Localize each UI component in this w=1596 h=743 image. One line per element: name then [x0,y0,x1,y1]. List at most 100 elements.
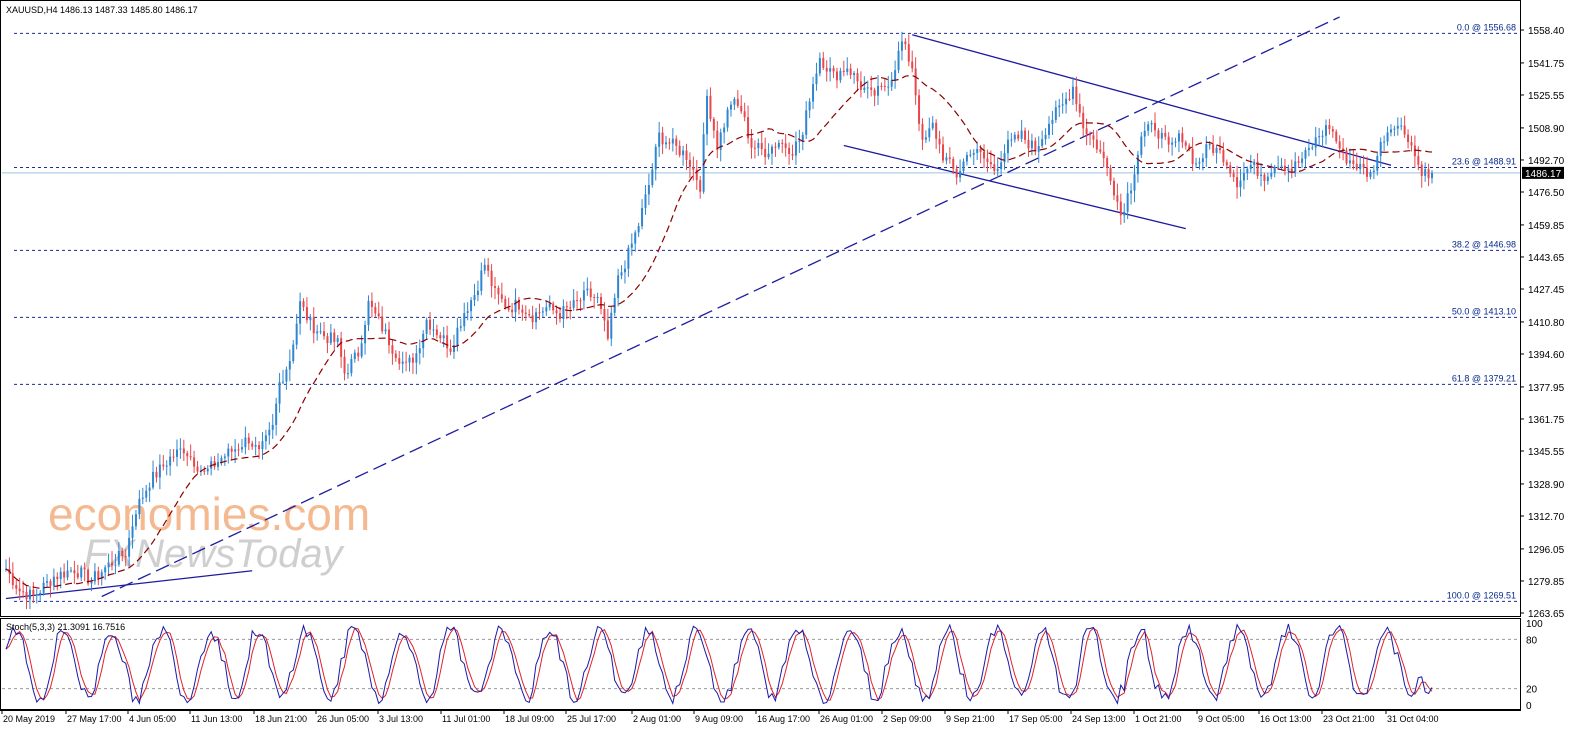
candle-body [562,306,565,319]
candle-body [699,180,702,192]
candle-body [1290,168,1293,172]
candle-body [487,264,490,271]
candle-body [1218,147,1221,151]
candle-body [620,272,623,276]
candle-body [1205,144,1208,159]
candle-body [623,268,626,273]
candle-body [124,556,127,558]
candle-body [35,594,38,596]
candle-body [500,294,503,299]
candle-body [203,470,206,472]
candle-body [364,325,367,344]
candle-body [1338,141,1341,149]
candle-body [1301,158,1304,163]
candle-body [1294,161,1297,172]
trend-line-solid [912,34,1392,166]
candle-body [1307,148,1310,150]
candle-body [842,70,845,72]
candle-body [384,329,387,332]
candle-body [606,320,609,339]
time-tick-label: 3 Jul 13:00 [379,714,423,724]
stoch-label: Stoch(5,3,3) 21.3091 16.7516 [6,622,125,632]
candle-body [343,356,346,374]
time-tick-label: 9 Aug 09:00 [695,714,743,724]
candle-body [466,311,469,313]
candle-body [1154,123,1157,131]
candle-body [924,137,927,140]
candle-body [442,335,445,339]
candle-body [480,270,483,291]
price-tick-label: 1279.85 [1528,577,1565,588]
candle-body [1236,177,1239,188]
candle-body [1242,173,1245,181]
candle-body [117,550,120,565]
candle-body [541,311,544,313]
trend-lines [5,16,1392,600]
candle-body [131,526,134,538]
stoch-tick-label: 80 [1526,635,1538,646]
candle-body [832,68,835,72]
candle-body [579,300,582,302]
price-tick-label: 1459.85 [1528,221,1565,232]
candle-body [1239,180,1242,188]
candle-body [1003,153,1006,163]
price-tick-label: 1410.80 [1528,318,1565,329]
candle-body [1342,148,1345,151]
candle-body [1037,146,1040,152]
candle-body [1017,134,1020,139]
candle-body [244,437,247,448]
candle-body [1177,133,1180,142]
candle-body [511,309,514,313]
candle-body [671,138,674,144]
candle-body [846,68,849,72]
candle-body [69,570,72,572]
stoch-panel-frame [0,618,1521,710]
candle-body [1099,149,1102,152]
candle-body [658,132,661,147]
candle-body [340,338,343,357]
candle-body [1386,132,1389,142]
main-chart-frame [0,0,1521,617]
candle-body [1396,125,1399,129]
candle-body [1225,162,1228,166]
candle-body [1034,140,1037,152]
candle-body [11,573,14,585]
candle-body [1376,156,1379,171]
candle-body [555,310,558,314]
candle-body [1198,162,1201,164]
candle-body [959,171,962,178]
candle-body [1119,201,1122,216]
candle-body [873,89,876,96]
price-tick-label: 1328.90 [1528,480,1565,491]
candle-body [1089,134,1092,136]
watermark-line1: economies.com [48,488,370,540]
candle-body [692,166,695,170]
candle-body [617,275,620,298]
candle-body [271,424,274,430]
candle-body [1352,160,1355,164]
candle-body [504,298,507,308]
time-tick-label: 17 Sep 05:00 [1009,714,1063,724]
candle-body [969,154,972,156]
candle-body [880,85,883,87]
candle-body [1372,170,1375,173]
candle-body [28,589,31,600]
candle-body [894,70,897,81]
candle-body [360,343,363,357]
candle-body [1297,161,1300,163]
candle-body [743,111,746,118]
candle-body [66,570,69,578]
candle-body [1071,86,1074,99]
candle-body [398,357,401,364]
time-tick-label: 23 Oct 21:00 [1323,714,1375,724]
candle-body [603,309,606,321]
candle-body [1191,148,1194,164]
candle-body [336,338,339,342]
candle-body [719,132,722,150]
candle-body [774,146,777,148]
candle-body [1160,132,1163,139]
candle-body [791,154,794,156]
candle-body [1095,139,1098,150]
candle-body [1201,158,1204,163]
